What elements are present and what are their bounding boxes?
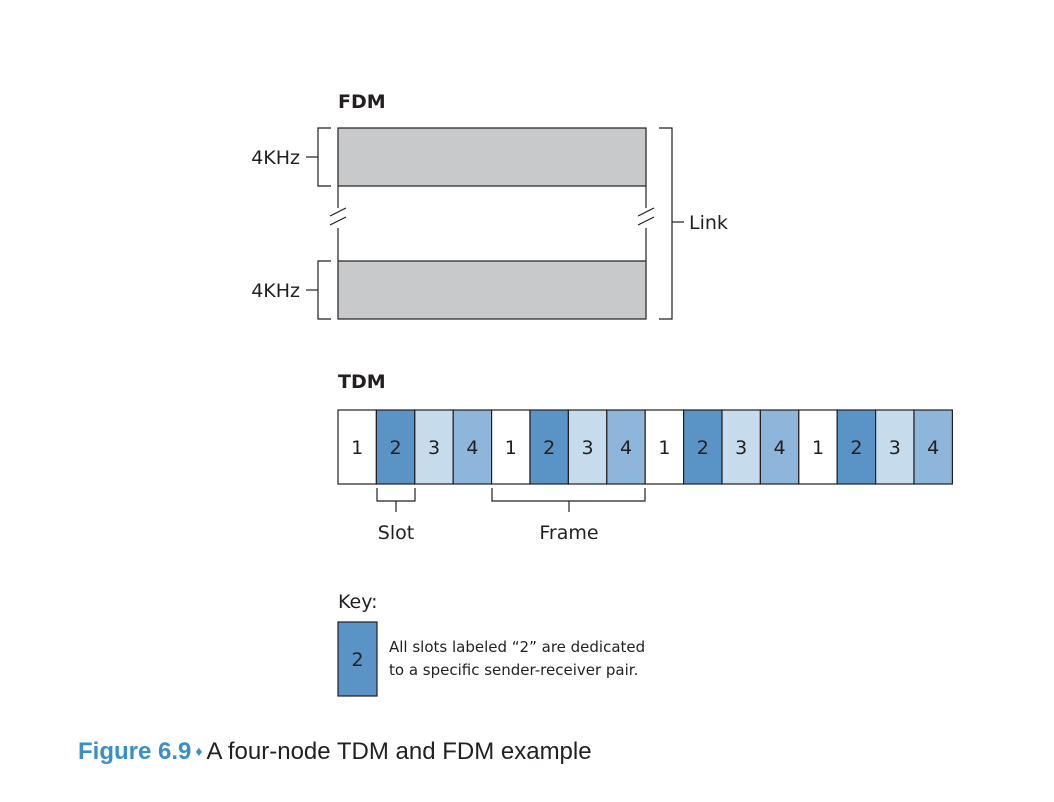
break-mark-left [329,207,347,226]
band-bottom-label: 4KHz [251,280,300,302]
tdm-slot-label: 3 [582,437,594,459]
tdm-slot [337,409,378,485]
tdm-title: TDM [338,371,386,393]
tdm-slot-label: 2 [850,437,862,459]
tdm-slot [798,409,838,485]
tdm-slot [721,409,762,485]
tdm-slot [375,409,416,485]
tdm-slot [836,409,877,485]
tdm-slot-label: 4 [620,437,632,459]
tdm-slot [414,409,454,485]
tdm-slot-label: 1 [812,437,824,459]
tdm-slot-label: 1 [505,437,517,459]
tdm-slot [913,409,954,485]
key-description-line1: All slots labeled “2” are dedicated [389,638,645,656]
frame-bracket [491,488,646,512]
slot-bracket [376,488,416,512]
fdm-band-bottom [337,260,647,320]
tdm-slot [644,409,685,485]
figure-caption-text: A four-node TDM and FDM example [206,738,592,765]
tdm-slot [529,409,570,485]
key-title: Key: [338,591,377,613]
tdm-slot-label: 4 [466,437,478,459]
diamond-separator-icon: ♦ [195,743,203,759]
fdm-title: FDM [338,91,386,113]
tdm-slot-label: 2 [390,437,402,459]
key-swatch [337,621,378,697]
key-swatch-label: 2 [351,649,363,671]
tdm-slot-label: 3 [735,437,747,459]
figure-caption: Figure 6.9 ♦ A four-node TDM and FDM examp… [78,738,592,766]
tdm-slot [491,409,531,485]
tdm-slot-label: 1 [351,437,363,459]
tdm-slot-label: 2 [697,437,709,459]
frame-label: Frame [539,522,598,544]
band-top-bracket [306,127,331,187]
tdm-slot-label: 3 [889,437,901,459]
tdm-slot-label: 4 [927,437,939,459]
tdm-slot-label: 4 [774,437,786,459]
tdm-slot-label: 2 [543,437,555,459]
tdm-slot [452,409,493,485]
figure-number: Figure 6.9 [78,738,192,765]
link-label: Link [689,212,728,234]
key-description-line2: to a specific sender-receiver pair. [389,661,638,679]
slot-label: Slot [378,522,414,544]
band-bottom-bracket [306,260,331,320]
tdm-slot-strip: 1 2 3 4 1 2 3 4 1 2 3 4 1 2 3 4 [337,409,954,485]
tdm-slot-label: 3 [428,437,440,459]
tdm-slot-label: 1 [658,437,670,459]
fdm-band-top [337,127,647,187]
band-top-label: 4KHz [251,147,300,169]
link-bracket [659,127,684,320]
break-mark-right [637,207,655,226]
